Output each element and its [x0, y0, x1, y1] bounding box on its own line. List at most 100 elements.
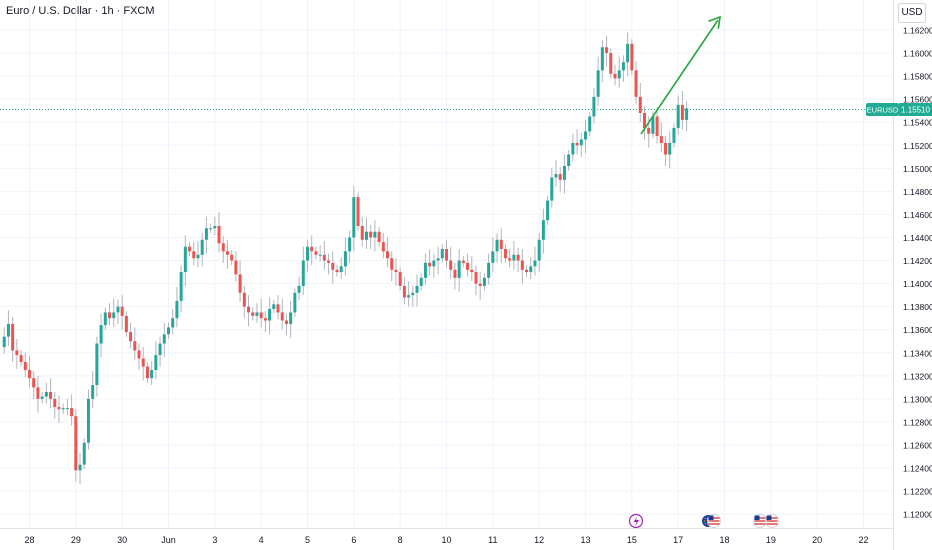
candle-body: [634, 70, 638, 97]
candle-body: [381, 242, 385, 252]
candle-body: [91, 385, 95, 399]
candle-body: [112, 312, 116, 319]
candle-body: [196, 254, 200, 259]
candle-body: [533, 260, 537, 267]
candle-body: [386, 251, 390, 259]
candle-body: [99, 325, 103, 344]
candle-body: [314, 251, 318, 255]
x-tick-label: Jun: [161, 535, 176, 545]
candle-body: [44, 391, 48, 397]
candle-body: [390, 258, 394, 270]
candle-body: [82, 442, 86, 465]
candle-body: [630, 43, 634, 71]
y-tick-label: 1.12400: [903, 464, 932, 474]
candle-body: [428, 262, 432, 267]
candle-body: [289, 312, 293, 324]
candle-body: [525, 269, 529, 273]
candle-body: [394, 269, 398, 273]
chart-title: Euro / U.S. Dollar · 1h · FXCM: [6, 5, 155, 17]
candle-body: [225, 251, 229, 255]
y-tick-label: 1.14600: [903, 210, 932, 220]
y-tick-label: 1.15000: [903, 164, 932, 174]
candle-body: [609, 53, 613, 74]
candle-body: [331, 262, 335, 270]
candle-body: [503, 249, 507, 259]
candle-body: [251, 312, 255, 316]
candle-body: [664, 142, 668, 155]
candle-body: [495, 239, 499, 252]
candle-body: [32, 378, 36, 388]
candle-body: [605, 47, 609, 54]
candle-body: [415, 285, 419, 293]
candle-body: [638, 96, 642, 113]
candle-body: [407, 295, 411, 298]
candle-body: [482, 277, 486, 286]
candle-body: [129, 332, 133, 342]
candle-body: [179, 272, 183, 301]
candle-body: [301, 260, 305, 286]
x-tick-label: 3: [212, 535, 217, 545]
candle-body: [108, 312, 112, 319]
candle-body: [70, 408, 74, 417]
x-tick-label: 10: [441, 535, 451, 545]
candle-body: [621, 62, 625, 71]
x-tick-label: 8: [398, 535, 403, 545]
candle-body: [520, 260, 524, 270]
candle-body: [398, 272, 402, 286]
candle-body: [470, 269, 474, 273]
currency-button[interactable]: USD: [898, 3, 926, 23]
candle-body: [402, 285, 406, 298]
candle-body: [596, 70, 600, 97]
us-flag-icon: [753, 514, 767, 528]
candle-body: [209, 228, 213, 230]
candle-body: [247, 306, 251, 313]
candle-body: [617, 70, 621, 79]
candle-body: [133, 341, 137, 351]
candle-body: [158, 343, 162, 356]
x-tick-label: 5: [305, 535, 310, 545]
x-tick-label: 15: [627, 535, 637, 545]
eu-star: [704, 522, 707, 525]
candle-body: [200, 239, 204, 255]
candle-body: [322, 254, 326, 261]
candle-body: [204, 228, 208, 240]
x-tick-label: 6: [351, 535, 356, 545]
candle-body: [600, 47, 604, 71]
candle-body: [276, 304, 280, 313]
candle-body: [466, 262, 470, 270]
candle-body: [86, 398, 90, 443]
candle-body: [272, 304, 276, 309]
candle-body: [676, 104, 680, 128]
candle-body: [343, 251, 347, 267]
us-canton: [754, 515, 760, 520]
eu-star: [709, 522, 712, 525]
candle-body: [141, 358, 145, 367]
candle-body: [120, 306, 124, 316]
candle-body: [411, 292, 415, 296]
x-tick-label: 30: [117, 535, 127, 545]
y-tick-label: 1.14200: [903, 256, 932, 266]
y-tick-label: 1.12600: [903, 440, 932, 450]
eu-star: [704, 517, 707, 520]
candle-body: [651, 116, 655, 134]
eu-flag-icon: [701, 514, 715, 528]
us-flag-icon: [707, 514, 721, 528]
candle-body: [579, 139, 583, 146]
candle-body: [61, 408, 65, 410]
eu-star: [707, 516, 709, 519]
y-tick-label: 1.15800: [903, 72, 932, 82]
candle-body: [280, 312, 284, 321]
us-canton: [766, 515, 772, 520]
candle-body: [339, 266, 343, 273]
us-canton: [708, 515, 714, 520]
candle-body: [588, 116, 592, 132]
candle-body: [11, 323, 15, 351]
candle-body: [310, 246, 314, 252]
y-tick-label: 1.14000: [903, 279, 932, 289]
candle-body: [373, 231, 377, 238]
candle-body: [221, 243, 225, 252]
candle-body: [217, 225, 221, 244]
us-flag-icon: [765, 514, 779, 528]
candle-body: [78, 464, 82, 471]
